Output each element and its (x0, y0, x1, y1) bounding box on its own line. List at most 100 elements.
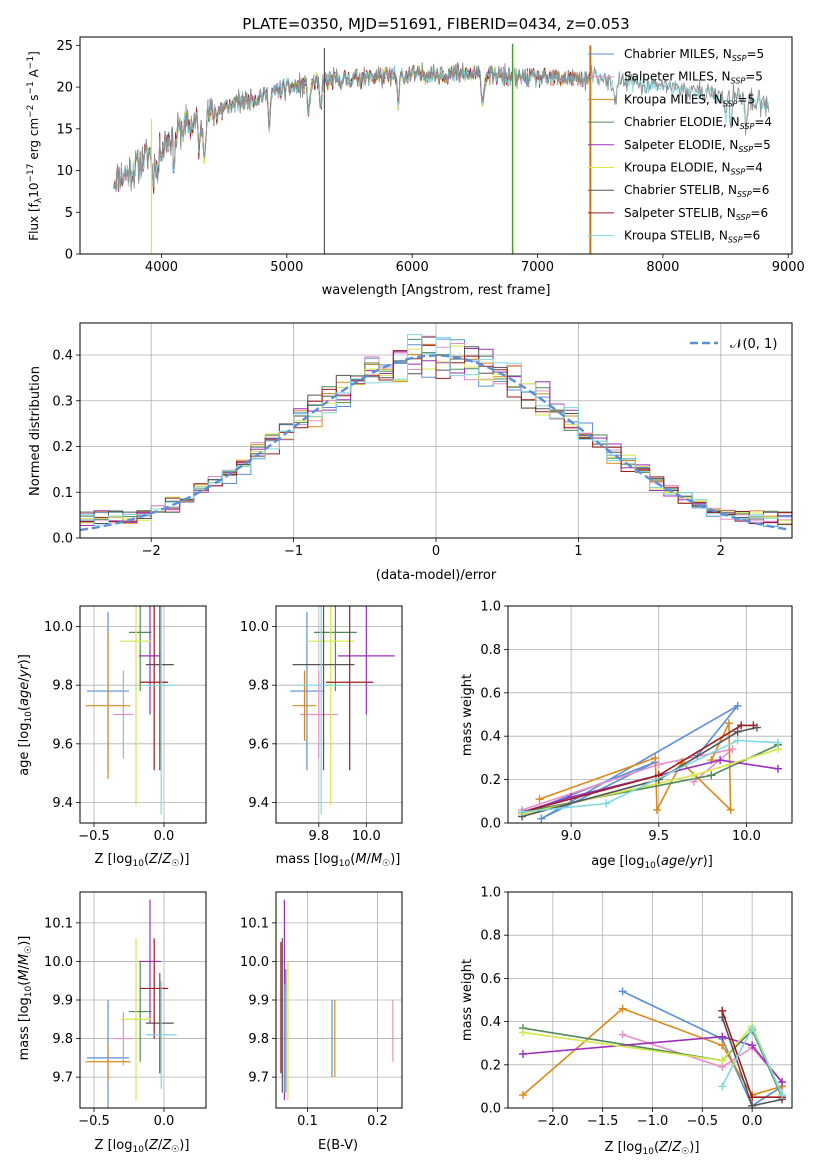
spectrum-ylabel: Flux [fλ10−17 erg cm−2 s−1 A−1] (26, 51, 44, 241)
weight-marker (718, 1056, 727, 1065)
histogram-series-8 (80, 334, 792, 526)
plot-area (290, 606, 395, 815)
y-tick-label: 0.6 (480, 972, 501, 987)
weight-marker (737, 721, 746, 730)
weight-marker (733, 736, 742, 745)
weight-marker (724, 719, 733, 728)
weight-marker (749, 721, 758, 730)
age-vs-z-panel: −0.5 0.0 9.4 9.6 9.8 10.0 (44, 605, 207, 844)
weight-marker (733, 701, 742, 710)
y-tick-label: 10.0 (44, 955, 73, 970)
axes-frame (507, 605, 793, 824)
weight-marker (748, 1093, 757, 1102)
y-tick-label: 0.1 (52, 486, 73, 501)
weight-marker (733, 727, 742, 736)
y-tick-label: 25 (56, 39, 73, 54)
weight-marker (707, 771, 716, 780)
y-tick-label: 0.2 (480, 1058, 501, 1073)
x-tick-label: 0.1 (297, 1114, 318, 1129)
legend-label-2: Kroupa MILES, NSSP=5 (624, 92, 755, 108)
gaussian-curve (80, 354, 790, 532)
mass-z-xlabel: Z [log10(Z/Z☉)] (95, 1138, 190, 1155)
weight-marker (726, 805, 735, 814)
age-mass-xlabel: mass [log10(M/M☉)] (276, 852, 401, 869)
weight-marker (748, 1041, 757, 1050)
weight-z-xlabel: Z [log10(Z/Z☉)] (605, 1140, 700, 1157)
y-tick-label: 0 (65, 248, 73, 263)
weight-marker (518, 1028, 527, 1037)
axes-frame (79, 605, 207, 824)
y-tick-label: 10.0 (240, 620, 269, 635)
weight-marker (778, 1078, 787, 1087)
plot-area (518, 987, 787, 1108)
plot-area (85, 606, 177, 815)
y-tick-label: 10.1 (240, 916, 269, 931)
weight-marker (602, 799, 611, 808)
weight-marker (773, 738, 782, 747)
weight-marker (748, 1101, 757, 1108)
weight-line-0 (622, 990, 783, 1107)
weight-line-7 (521, 724, 754, 813)
plot-area (80, 334, 792, 532)
y-tick-label: 0.2 (52, 440, 73, 455)
x-tick-label: 0.2 (367, 1114, 388, 1129)
y-tick-label: 9.4 (52, 796, 73, 811)
y-tick-label: 9.8 (52, 1032, 73, 1047)
weight-marker (651, 753, 660, 762)
y-tick-label: 9.9 (248, 994, 269, 1009)
plot-area (85, 899, 177, 1108)
mass-vs-ebv-panel: 0.1 0.2 9.7 9.8 9.9 10.0 10.1 (240, 891, 403, 1129)
y-tick-label: 9.6 (52, 737, 73, 752)
residuals-panel: −2 −1 0 1 2 0.0 0.1 0.2 0.3 0.4 𝒩(0, 1) (52, 322, 793, 559)
x-tick-label: 9.0 (561, 829, 582, 844)
weight-marker (773, 764, 782, 773)
y-tick-label: 0.4 (480, 1015, 501, 1030)
y-tick-label: 9.6 (248, 737, 269, 752)
plot-area (113, 43, 770, 254)
legend-label-4: Salpeter ELODIE, NSSP=5 (624, 138, 771, 154)
weight-marker (689, 771, 698, 780)
mass-ebv-xlabel: E(B-V) (318, 1138, 358, 1153)
x-tick-label: −1.0 (637, 1114, 669, 1129)
y-tick-label: 0.4 (52, 349, 73, 364)
x-tick-label: −2.0 (537, 1114, 569, 1129)
x-tick-label: −0.5 (687, 1114, 719, 1129)
weight-age-ylabel: mass weight (460, 674, 475, 756)
weight-line-4 (522, 1035, 783, 1083)
axes-frame (79, 36, 793, 255)
legend-label-0: Chabrier MILES, NSSP=5 (624, 47, 764, 63)
x-tick-label: 4000 (145, 260, 178, 275)
weight-marker (718, 1082, 727, 1091)
x-tick-label: 5000 (270, 260, 303, 275)
weight-vs-z-panel: −2.0 −1.5 −1.0 −0.5 0.0 0.0 0.2 0.4 0.6 0.8 1.0 (480, 886, 793, 1129)
weight-marker (518, 808, 527, 817)
legend-label-8: Kroupa STELIB, NSSP=6 (624, 229, 760, 245)
x-tick-label: 10.0 (732, 829, 761, 844)
y-tick-label: 0.0 (480, 817, 501, 832)
x-tick-label: 1 (574, 544, 582, 559)
x-tick-label: 9.8 (308, 829, 329, 844)
x-tick-label: 10.0 (352, 829, 381, 844)
age-vs-mass-panel: 9.8 10.0 9.4 9.6 9.8 10.0 (240, 605, 403, 844)
y-tick-label: 9.7 (248, 1071, 269, 1086)
y-tick-label: 15 (56, 122, 73, 137)
weight-marker (718, 1006, 727, 1015)
y-tick-label: 0.2 (480, 773, 501, 788)
histogram-series-7 (80, 344, 792, 524)
x-tick-label: −0.5 (78, 1114, 110, 1129)
axes-frame (275, 605, 403, 824)
y-tick-label: 0.0 (52, 532, 73, 547)
weight-marker (748, 1024, 757, 1033)
weight-line-6 (521, 726, 758, 818)
legend-label-6: Chabrier STELIB, NSSP=6 (624, 183, 769, 199)
y-tick-label: 0.4 (480, 730, 501, 745)
y-tick-label: 9.8 (248, 679, 269, 694)
legend-label-1: Salpeter MILES, NSSP=5 (624, 70, 763, 86)
legend-label-5: Kroupa ELODIE, NSSP=4 (624, 161, 763, 177)
spectrum-series-6 (113, 61, 770, 192)
spectrum-panel: 4000 5000 6000 7000 8000 9000 0 5 10 15 20 25 Chabri… (56, 36, 805, 275)
y-tick-label: 10.1 (44, 916, 73, 931)
plot-area (280, 899, 394, 1101)
x-tick-label: 9000 (772, 260, 805, 275)
